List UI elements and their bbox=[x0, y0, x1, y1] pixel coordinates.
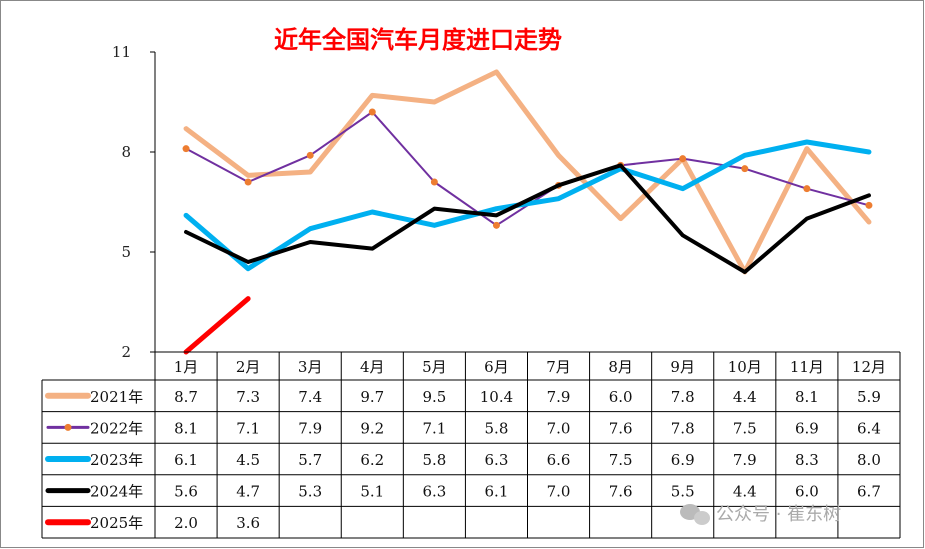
watermark-text: 公众号 · 崔东树 bbox=[716, 504, 841, 525]
legend-label: 2022年 bbox=[90, 419, 143, 437]
table-cell: 3.6 bbox=[236, 514, 260, 532]
table-cell: 7.9 bbox=[733, 451, 757, 469]
legend-label: 2021年 bbox=[90, 388, 143, 406]
table-cell: 7.5 bbox=[733, 419, 757, 437]
table-cell: 7.8 bbox=[671, 419, 695, 437]
y-tick-label: 5 bbox=[121, 243, 131, 261]
table-cell: 4.7 bbox=[236, 483, 260, 501]
table-cell: 6.1 bbox=[174, 451, 198, 469]
table-cell: 6.9 bbox=[795, 419, 819, 437]
legend-label: 2025年 bbox=[90, 514, 143, 532]
data-point bbox=[741, 165, 749, 173]
month-label: 2月 bbox=[236, 358, 261, 376]
table-cell: 4.4 bbox=[733, 483, 757, 501]
table-cell: 4.5 bbox=[236, 451, 260, 469]
data-point bbox=[244, 178, 252, 186]
data-point bbox=[306, 151, 314, 159]
table-cell: 7.0 bbox=[547, 419, 571, 437]
table-cell: 5.1 bbox=[360, 483, 384, 501]
month-label: 8月 bbox=[608, 358, 633, 376]
chart-title: 近年全国汽车月度进口走势 bbox=[274, 26, 562, 54]
table-cell: 7.0 bbox=[547, 483, 571, 501]
month-label: 3月 bbox=[298, 358, 323, 376]
table-cell: 8.0 bbox=[857, 451, 881, 469]
table-cell: 7.9 bbox=[547, 388, 571, 406]
series-line-2021年 bbox=[183, 69, 872, 275]
table-cell: 4.4 bbox=[733, 388, 757, 406]
data-point bbox=[182, 145, 190, 153]
month-label: 10月 bbox=[728, 358, 762, 376]
table-cell: 7.5 bbox=[609, 451, 633, 469]
table-cell: 7.9 bbox=[298, 419, 322, 437]
table-cell: 6.4 bbox=[857, 419, 881, 437]
table-cell: 6.0 bbox=[795, 483, 819, 501]
series-line-2024年 bbox=[184, 163, 871, 274]
month-label: 6月 bbox=[484, 358, 509, 376]
table-cell: 6.2 bbox=[360, 451, 384, 469]
data-point bbox=[679, 155, 687, 163]
table-cell: 6.0 bbox=[609, 388, 633, 406]
legend-label: 2024年 bbox=[90, 483, 143, 501]
legend-label: 2023年 bbox=[90, 451, 143, 469]
table-cell: 6.7 bbox=[857, 483, 881, 501]
y-tick-label: 2 bbox=[121, 343, 131, 361]
month-label: 4月 bbox=[360, 358, 385, 376]
table-cell: 10.4 bbox=[480, 388, 513, 406]
table-cell: 7.6 bbox=[609, 483, 633, 501]
data-point bbox=[492, 221, 500, 229]
month-label: 7月 bbox=[546, 358, 571, 376]
table-cell: 6.1 bbox=[485, 483, 509, 501]
table-cell: 9.7 bbox=[360, 388, 384, 406]
data-point bbox=[803, 185, 811, 193]
table-cell: 8.7 bbox=[174, 388, 198, 406]
table-cell: 5.8 bbox=[422, 451, 446, 469]
table-cell: 9.5 bbox=[422, 388, 446, 406]
data-point bbox=[368, 108, 376, 116]
table-cell: 7.6 bbox=[609, 419, 633, 437]
month-label: 9月 bbox=[670, 358, 695, 376]
table-cell: 8.3 bbox=[795, 451, 819, 469]
table-cell: 6.3 bbox=[485, 451, 509, 469]
table-cell: 6.3 bbox=[422, 483, 446, 501]
table-cell: 7.8 bbox=[671, 388, 695, 406]
watermark: 公众号 · 崔东树 bbox=[680, 504, 841, 525]
y-tick-label: 11 bbox=[112, 43, 131, 61]
table-cell: 5.6 bbox=[174, 483, 198, 501]
month-label: 1月 bbox=[174, 358, 199, 376]
data-point bbox=[430, 178, 438, 186]
table-cell: 7.4 bbox=[298, 388, 322, 406]
month-label: 5月 bbox=[422, 358, 447, 376]
legend-marker bbox=[64, 423, 72, 431]
table-cell: 8.1 bbox=[795, 388, 819, 406]
month-label: 11月 bbox=[790, 358, 824, 376]
table-cell: 5.7 bbox=[298, 451, 322, 469]
month-label: 12月 bbox=[852, 358, 886, 376]
table-cell: 6.9 bbox=[671, 451, 695, 469]
table-cell: 5.3 bbox=[298, 483, 322, 501]
wechat-icon bbox=[680, 504, 710, 525]
series-line-2023年 bbox=[183, 139, 872, 272]
y-tick-label: 8 bbox=[121, 143, 131, 161]
table-cell: 5.8 bbox=[485, 419, 509, 437]
data-point bbox=[865, 201, 873, 209]
table-cell: 7.3 bbox=[236, 388, 260, 406]
series-line-2025年 bbox=[183, 296, 251, 355]
table-cell: 2.0 bbox=[174, 514, 198, 532]
table-cell: 8.1 bbox=[174, 419, 198, 437]
table-cell: 7.1 bbox=[236, 419, 260, 437]
table-cell: 5.5 bbox=[671, 483, 695, 501]
table-cell: 9.2 bbox=[360, 419, 384, 437]
table-cell: 6.6 bbox=[547, 451, 571, 469]
table-cell: 7.1 bbox=[422, 419, 446, 437]
table-cell: 5.9 bbox=[857, 388, 881, 406]
